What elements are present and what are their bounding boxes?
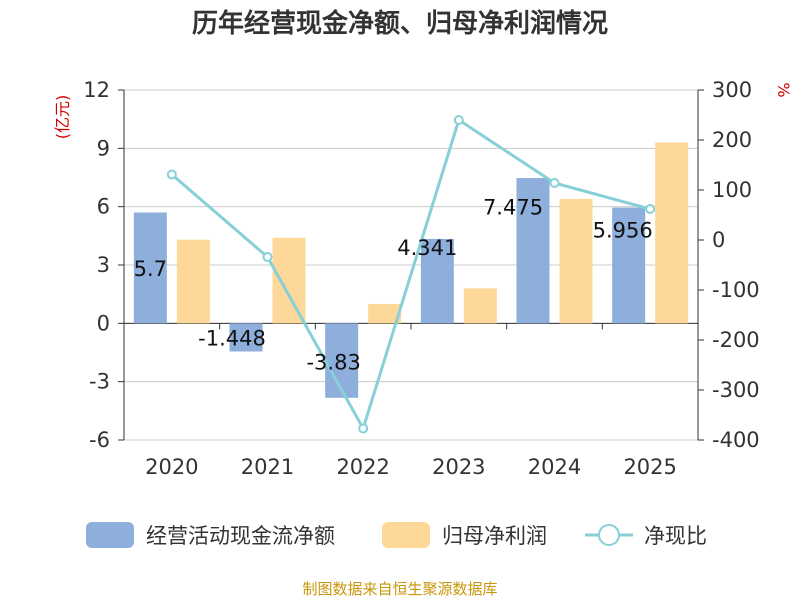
cash-flow-bar — [612, 207, 646, 324]
right-tick-label: 200 — [712, 128, 752, 152]
cash-flow-bar — [420, 238, 454, 324]
right-tick-label: 100 — [712, 178, 752, 202]
right-tick-label: 0 — [712, 228, 725, 252]
legend-swatch-cash-flow — [86, 522, 134, 548]
cash-flow-data-label: -1.448 — [198, 326, 266, 350]
legend: 经营活动现金流净额 归母净利润 净现比 — [86, 522, 707, 548]
ratio-line — [166, 115, 656, 434]
net-profit-bar — [368, 303, 402, 324]
net-profit-bar — [463, 288, 497, 324]
data-labels: 5.7 -1.448 -3.83 4.341 7.475 5.956 — [134, 196, 653, 375]
grid — [124, 89, 698, 441]
net-profit-bar — [176, 239, 210, 324]
legend-label-ratio: 净现比 — [644, 524, 707, 548]
legend-swatch-net-profit — [382, 522, 430, 548]
cash-flow-data-label: -3.83 — [306, 350, 360, 374]
net-profit-bar — [559, 198, 593, 324]
source-note: 制图数据来自恒生聚源数据库 — [302, 580, 497, 598]
ratio-point — [262, 252, 273, 262]
category-label: 2022 — [336, 455, 389, 479]
ratio-point — [166, 169, 177, 180]
cash-flow-data-label: 7.475 — [483, 196, 543, 220]
cash-flow-bar — [516, 177, 550, 324]
legend-swatch-ratio-marker — [598, 524, 620, 546]
ratio-point — [549, 178, 560, 188]
category-label: 2020 — [145, 455, 198, 479]
cash-flow-data-label: 4.341 — [397, 236, 457, 260]
cash-flow-bar — [229, 323, 263, 352]
left-axis-unit: (亿元) — [53, 95, 72, 140]
category-label: 2021 — [241, 455, 294, 479]
category-label: 2025 — [623, 455, 676, 479]
left-tick-label: 0 — [97, 311, 110, 335]
legend-label-net-profit: 归母净利润 — [442, 524, 547, 548]
category-label: 2024 — [528, 455, 581, 479]
left-tick-label: 6 — [97, 195, 110, 219]
cash-flow-bar — [133, 212, 167, 324]
net-profit-bar — [655, 142, 689, 324]
chart-title: 历年经营现金净额、归母净利润情况 — [192, 8, 608, 39]
left-tick-label: 3 — [97, 253, 110, 277]
right-tick-label: -300 — [712, 378, 760, 402]
left-tick-label: -6 — [89, 428, 110, 452]
cash-flow-data-label: 5.956 — [593, 218, 653, 242]
legend-label-cash-flow: 经营活动现金流净额 — [146, 524, 335, 548]
cash-flow-bar — [325, 323, 359, 398]
net-profit-bar — [272, 237, 306, 324]
ratio-line-path — [170, 117, 651, 433]
right-tick-label: -400 — [712, 428, 760, 452]
ratio-point — [645, 204, 656, 214]
right-axis-unit: % — [774, 82, 793, 97]
bars — [133, 142, 689, 398]
tick-labels: 12 9 6 3 0 -3 -6 300 200 100 0 -100 -200 -300 -400 2020… — [83, 78, 759, 479]
ratio-point — [453, 115, 464, 125]
left-tick-label: -3 — [89, 370, 110, 394]
cash-flow-data-label: 5.7 — [134, 257, 167, 281]
right-tick-label: -100 — [712, 278, 760, 302]
category-label: 2023 — [432, 455, 485, 479]
axes — [118, 89, 704, 441]
left-tick-label: 9 — [97, 136, 110, 160]
ratio-point — [358, 423, 369, 434]
right-tick-label: 300 — [712, 78, 752, 102]
right-tick-label: -200 — [712, 328, 760, 352]
left-tick-label: 12 — [83, 78, 110, 102]
